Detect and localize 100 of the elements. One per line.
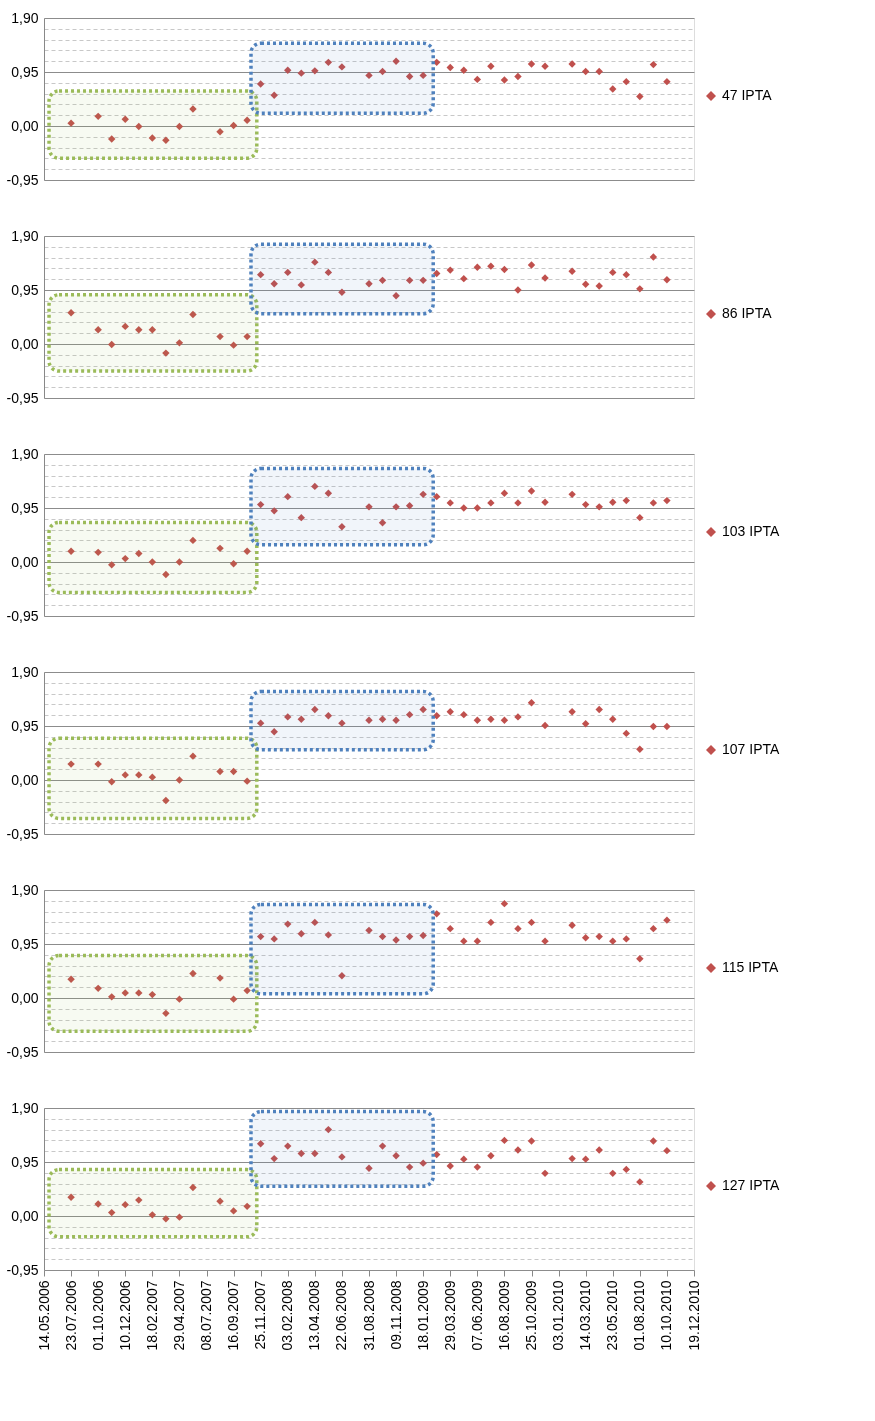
x-tick-label: 22.06.2008	[333, 1280, 350, 1351]
x-tick-label: 18.01.2009	[414, 1280, 431, 1351]
x-tick-label: 25.10.2009	[523, 1280, 539, 1351]
point	[324, 489, 333, 497]
x-tick-label: 16.09.2007	[225, 1280, 242, 1351]
point	[433, 58, 441, 67]
point	[162, 796, 170, 805]
point	[324, 58, 333, 67]
point	[419, 931, 427, 940]
legend-label: 47 IPTA	[722, 87, 773, 103]
point	[311, 482, 319, 491]
point	[649, 722, 658, 731]
x-tick-label: 10.12.2006	[116, 1280, 133, 1351]
point	[270, 935, 278, 943]
x-tick-label: 01.08.2010	[631, 1280, 648, 1351]
x-tick-label: 10.10.2010	[658, 1280, 675, 1351]
point	[162, 570, 170, 579]
y-tick-label: 0,95	[11, 281, 39, 298]
point	[487, 1152, 495, 1160]
point	[67, 975, 75, 983]
point	[297, 715, 305, 723]
y-tick-label: -0,95	[6, 825, 39, 842]
point	[256, 270, 265, 279]
point	[175, 339, 184, 347]
x-tick-label: 18.02.2007	[143, 1280, 160, 1351]
point	[663, 496, 671, 505]
point	[460, 1155, 468, 1163]
x-tick-label: 29.04.2007	[170, 1280, 187, 1351]
point	[378, 1142, 387, 1150]
point	[581, 67, 590, 76]
x-tick-label: 01.10.2006	[89, 1280, 106, 1351]
point	[622, 270, 630, 279]
point	[663, 276, 671, 284]
point	[311, 705, 319, 714]
point	[175, 122, 184, 131]
point	[636, 513, 644, 522]
point	[121, 115, 129, 123]
x-tick-label: 29.03.2009	[441, 1280, 458, 1351]
point	[256, 1140, 265, 1148]
point	[446, 924, 454, 933]
legend-label: 127 IPTA	[722, 1177, 780, 1193]
point	[473, 716, 482, 725]
point	[609, 268, 617, 277]
point	[405, 276, 414, 285]
point	[270, 507, 278, 515]
point	[311, 67, 319, 75]
y-tick-label: 1,90	[11, 445, 39, 462]
point	[338, 288, 346, 296]
y-tick-label: 1,90	[11, 881, 39, 898]
y-tick-label: 0,95	[11, 63, 39, 80]
point	[609, 85, 617, 93]
x-tick-label: 23.07.2006	[62, 1280, 79, 1351]
point	[433, 269, 441, 278]
point	[108, 340, 116, 349]
point	[175, 995, 184, 1003]
point	[419, 276, 427, 285]
y-tick-label: 0,95	[11, 499, 39, 516]
point	[595, 705, 603, 714]
point	[284, 66, 292, 74]
point	[392, 291, 400, 300]
y-tick-label: 0,00	[11, 1207, 39, 1224]
point	[243, 1202, 251, 1211]
point	[297, 930, 305, 938]
point	[405, 72, 414, 81]
point	[649, 1137, 658, 1145]
point	[256, 80, 265, 88]
y-tick-label: 0,95	[11, 935, 39, 952]
point	[433, 492, 441, 501]
legend-label: 107 IPTA	[722, 741, 780, 757]
point	[405, 502, 414, 510]
point	[108, 993, 116, 1001]
point	[229, 121, 238, 130]
point	[108, 778, 116, 786]
point	[500, 716, 509, 725]
point	[636, 285, 644, 293]
point	[216, 544, 224, 553]
y-tick-label: 0,95	[11, 717, 39, 734]
point	[487, 62, 495, 71]
y-tick-label: 0,00	[11, 553, 39, 570]
point	[581, 1155, 590, 1163]
point	[108, 561, 116, 569]
point	[338, 523, 346, 531]
x-tick-label: 07.06.2009	[468, 1280, 485, 1351]
point	[378, 715, 387, 723]
point	[473, 75, 482, 84]
point	[405, 710, 414, 719]
x-tick-label: 14.05.2006	[35, 1280, 52, 1351]
legend-label: 115 IPTA	[722, 959, 779, 975]
point	[514, 72, 522, 81]
point	[500, 76, 509, 84]
point	[446, 63, 454, 72]
point	[663, 1146, 671, 1155]
point	[243, 332, 251, 341]
point	[405, 932, 414, 941]
x-tick-label: 08.07.2007	[198, 1280, 214, 1351]
point	[148, 990, 157, 999]
point	[622, 496, 630, 505]
y-tick-label: -0,95	[6, 389, 39, 406]
point	[94, 984, 102, 993]
point	[135, 989, 143, 997]
